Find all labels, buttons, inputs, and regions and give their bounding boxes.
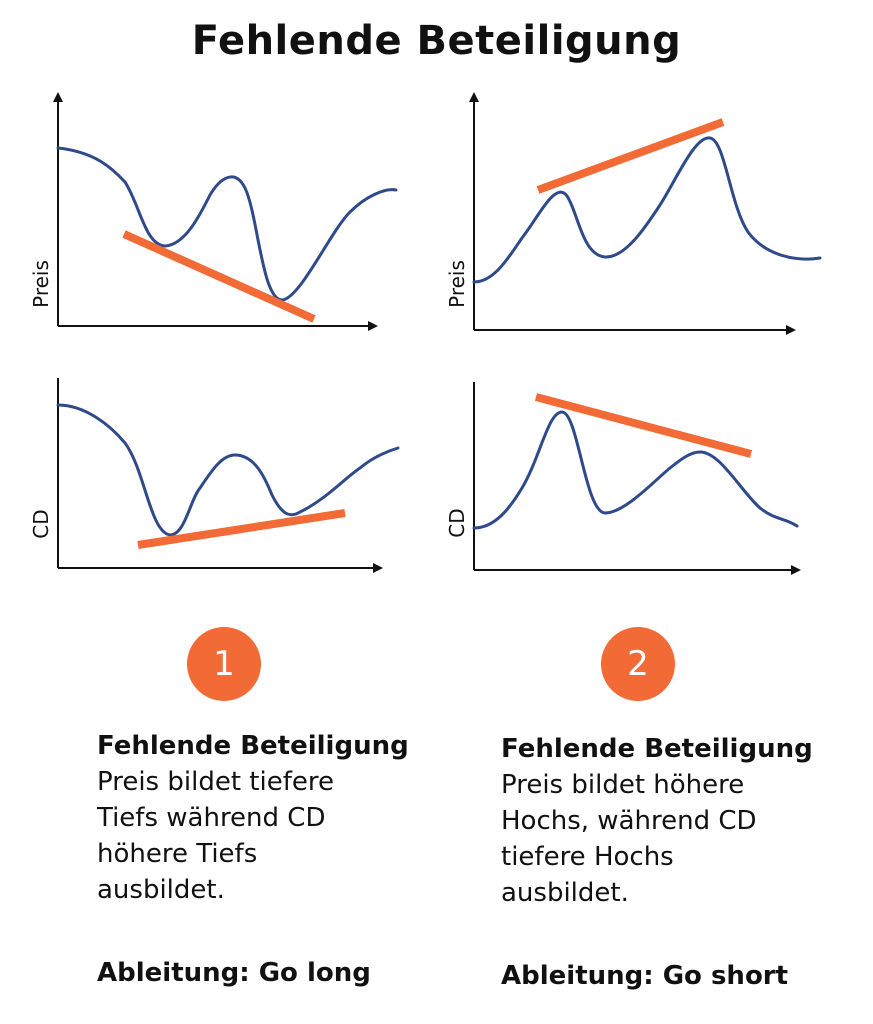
panel-2-price-line <box>472 136 822 284</box>
panel-1-heading: Fehlende Beteiligung <box>97 731 409 761</box>
panel-2-cd-line <box>472 410 799 530</box>
panel-1-price-line <box>56 146 398 302</box>
panel-2-description: Preis bildet höhere Hochs, während CD ti… <box>501 770 757 908</box>
panel-2-number-badge: 2 <box>601 627 675 701</box>
panel-1-price-axis-label: Preis <box>29 260 53 308</box>
panel-2-price-trend-line <box>536 118 725 194</box>
panel-2-text: Fehlende Beteiligung Preis bildet höhere… <box>501 731 831 911</box>
panel-1-number-badge: 1 <box>187 627 261 701</box>
panel-2-cd-trend-line <box>534 393 753 458</box>
panel-1-text: Fehlende Beteiligung Preis bildet tiefer… <box>97 728 427 908</box>
panel-1-cd-trend-line <box>137 509 346 549</box>
panel-1-cd-axis-label: CD <box>29 509 53 538</box>
panel-2-indicator-chart: CD <box>445 382 801 575</box>
panel-1-cd-line <box>56 403 400 537</box>
panel-2-conclusion: Ableitung: Go short <box>501 961 789 991</box>
panel-2-heading: Fehlende Beteiligung <box>501 734 813 764</box>
panel-1-description: Preis bildet tiefere Tiefs während CD hö… <box>97 767 334 905</box>
panel-1-conclusion: Ableitung: Go long <box>97 958 371 988</box>
panel-1-price-chart: Preis <box>29 92 398 331</box>
panel-2-cd-axis-label: CD <box>445 508 469 537</box>
panel-1-indicator-chart: CD <box>29 378 400 573</box>
page-title: Fehlende Beteiligung <box>191 18 682 64</box>
panel-2-price-chart: Preis <box>445 92 822 335</box>
panel-1-price-trend-line <box>122 230 316 323</box>
panel-2-price-axis-label: Preis <box>445 260 469 308</box>
